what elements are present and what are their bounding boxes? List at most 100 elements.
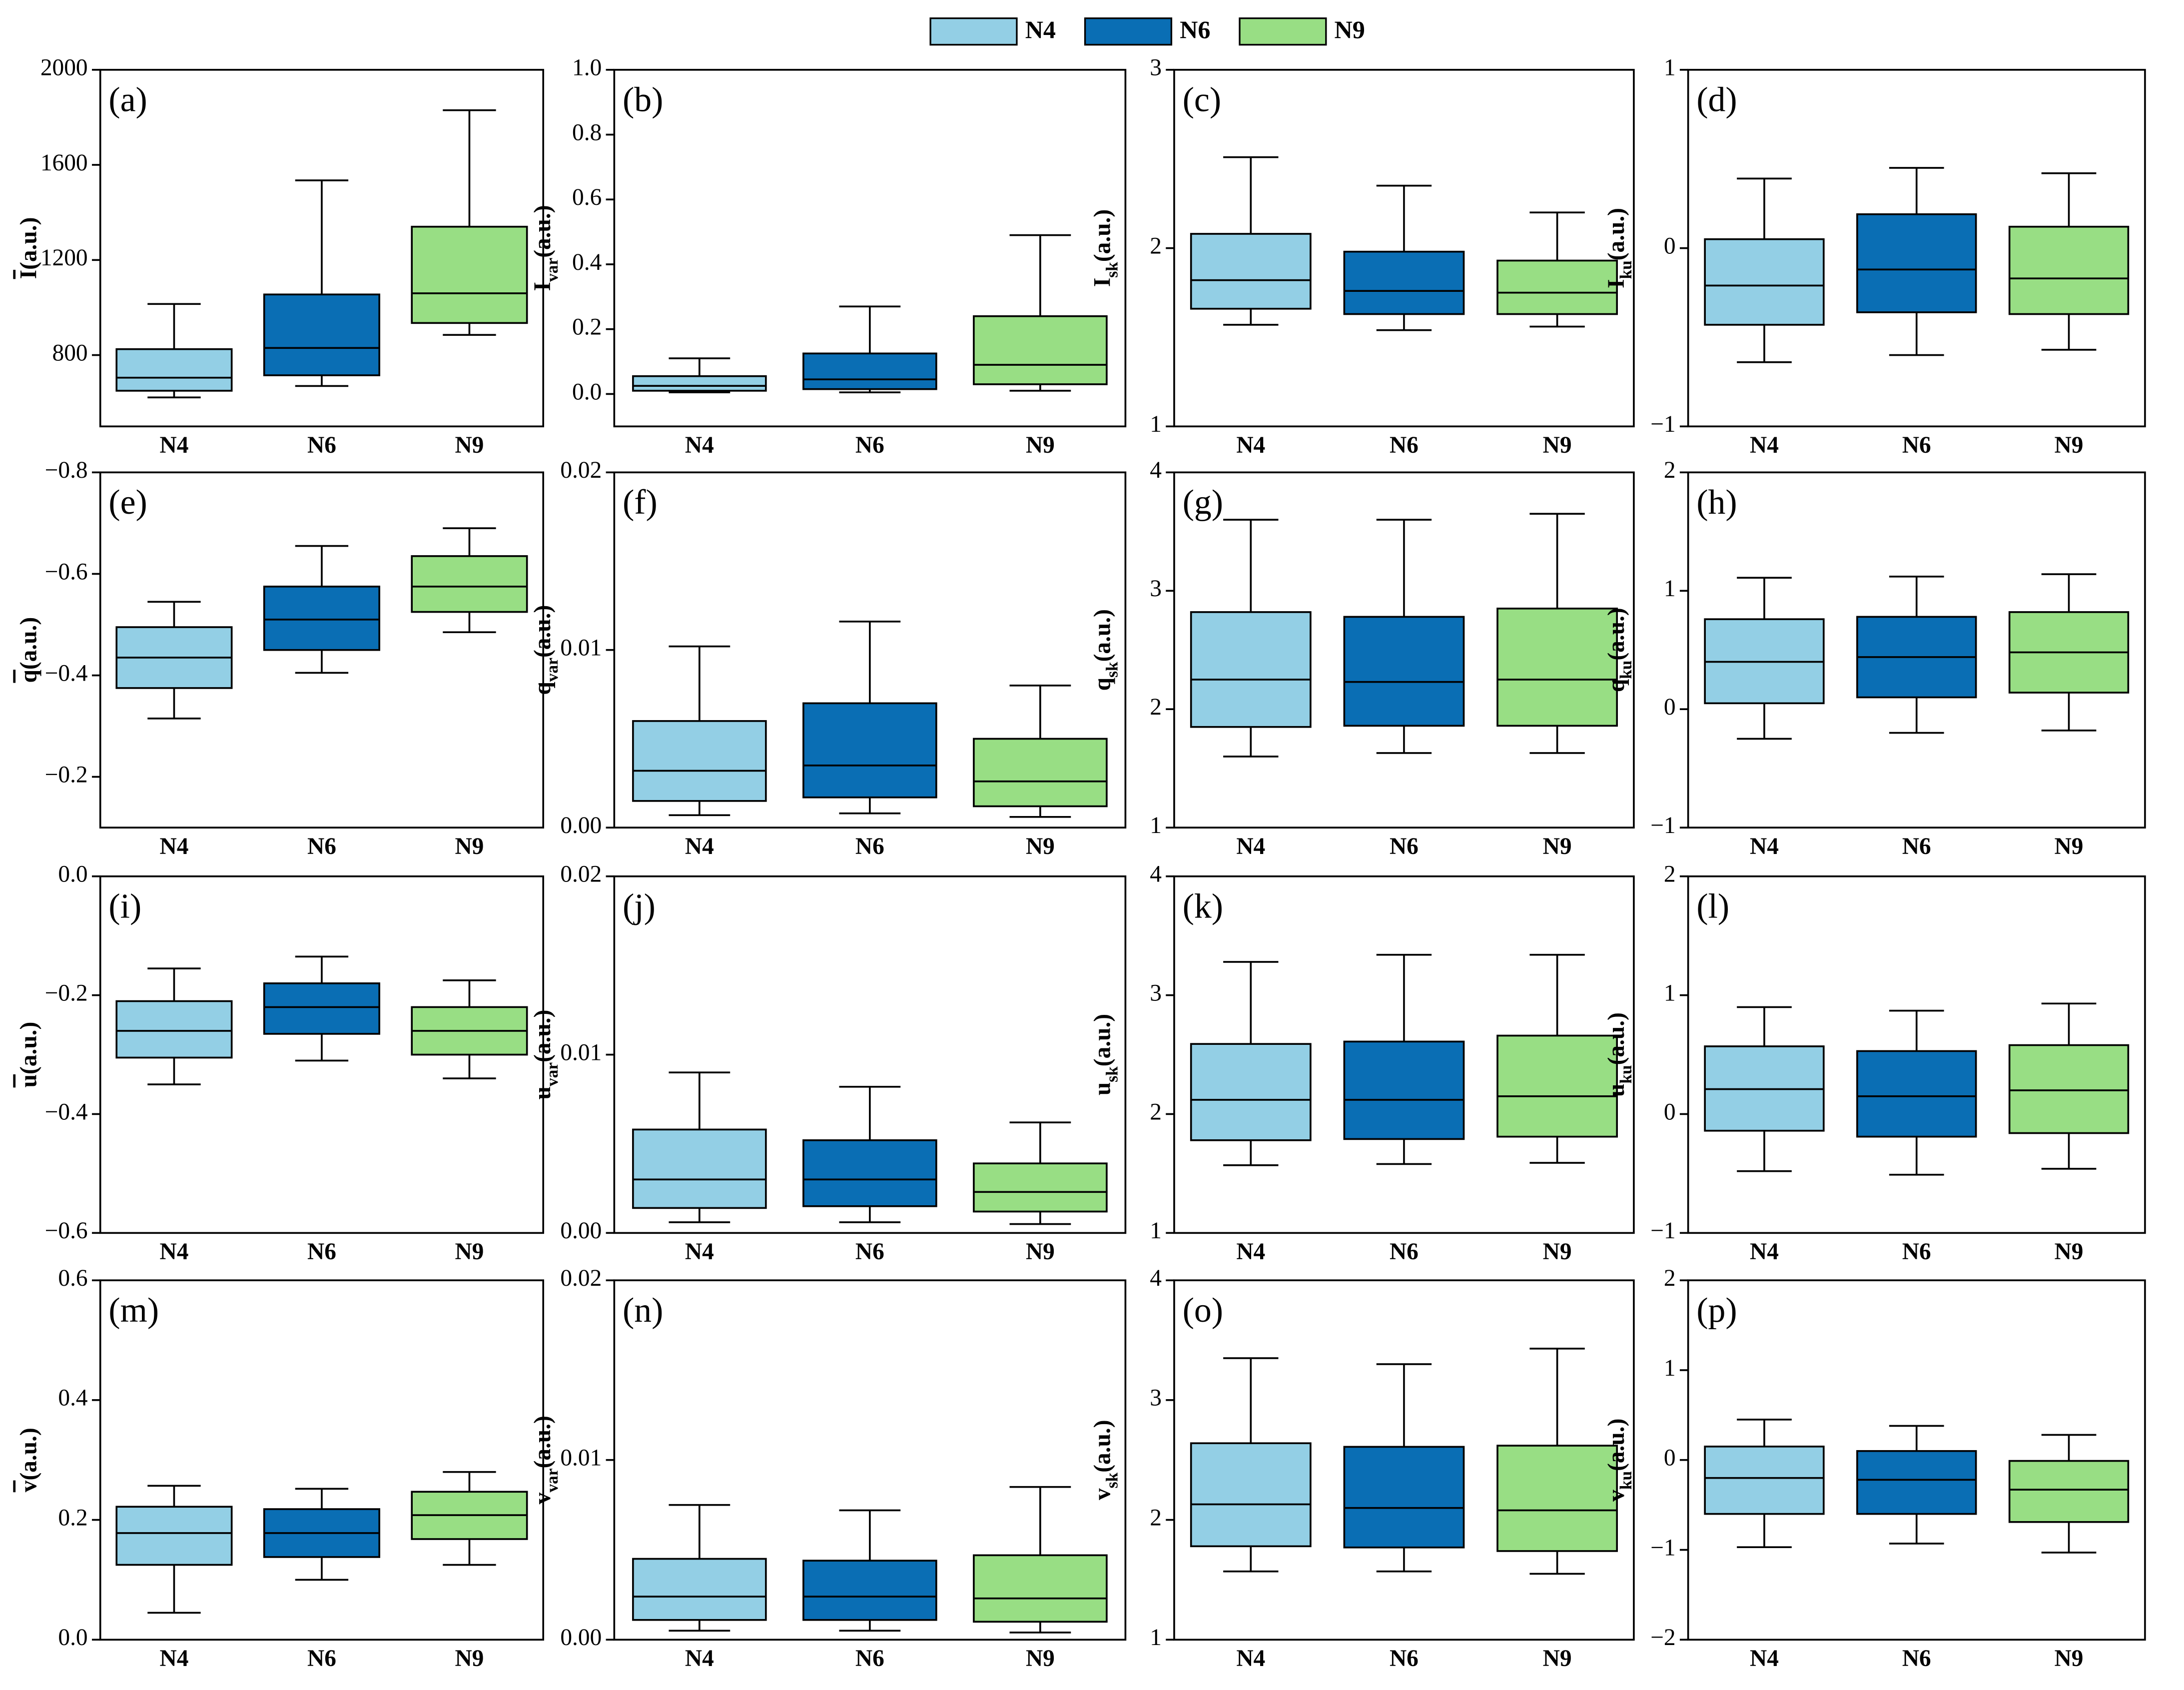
- box: [632, 720, 767, 802]
- box: [263, 585, 380, 651]
- y-tick-label: −1: [1650, 411, 1675, 437]
- box: [1343, 616, 1465, 727]
- y-label-symbol: q: [15, 670, 41, 683]
- y-label-sub: var: [543, 1468, 562, 1492]
- plot-frame: [1687, 471, 2146, 829]
- y-tick-label: 0.01: [560, 1039, 602, 1065]
- y-tick-label: 1600: [40, 150, 88, 176]
- plot-frame: [1173, 471, 1635, 829]
- x-tick-label: N9: [1543, 1239, 1572, 1265]
- y-tick-label: 1.0: [572, 55, 602, 81]
- y-tick-label: 0.8: [572, 119, 602, 145]
- box: [1190, 233, 1312, 310]
- box: [1496, 1034, 1618, 1138]
- y-tick-label: 2: [1150, 233, 1162, 259]
- panel-label: (m): [108, 1291, 159, 1330]
- y-label-unit: (a.u.): [1603, 208, 1629, 260]
- y-tick-label: 1: [1664, 1355, 1676, 1381]
- y-tick-label: 0.01: [560, 635, 602, 661]
- box: [1856, 213, 1977, 313]
- x-tick-label: N9: [455, 1646, 484, 1672]
- panel: 800 1200 1600 2000 (a) I(a.u.) N4 N6 N9: [15, 55, 544, 458]
- y-axis-label: Iku(a.u.): [1603, 208, 1635, 288]
- box: [632, 375, 767, 392]
- x-tick-label: N9: [2055, 1646, 2084, 1672]
- legend-swatch: [1239, 17, 1327, 46]
- box: [115, 1506, 233, 1566]
- y-label-unit: (a.u.): [1089, 1420, 1115, 1472]
- y-tick-label: 4: [1150, 457, 1162, 483]
- y-axis-label: uvar(a.u.): [530, 1010, 562, 1100]
- y-axis-label: usk(a.u.): [1089, 1014, 1121, 1095]
- x-tick-label: N4: [1750, 1646, 1779, 1672]
- panel-label: (h): [1696, 483, 1737, 522]
- x-tick-label: N4: [1236, 1239, 1265, 1265]
- y-tick-label: 1: [1150, 1625, 1162, 1651]
- x-tick-label: N9: [1543, 834, 1572, 859]
- panel: 0.000.010.02(n)vvar(a.u.)N4 N6 N9: [530, 1265, 1127, 1672]
- y-tick-label: −0.2: [45, 762, 88, 788]
- box: [1190, 1442, 1312, 1548]
- y-label-sub: ku: [1617, 260, 1635, 279]
- legend-label: N9: [1335, 15, 1365, 43]
- y-tick-label: −0.2: [45, 980, 88, 1006]
- x-tick-label: N9: [1543, 432, 1572, 458]
- y-axis-label: v(a.u.): [15, 1428, 41, 1492]
- y-tick-label: 1: [1150, 411, 1162, 437]
- y-axis-label: Ivar(a.u.): [530, 205, 562, 291]
- plot-frame: [1173, 875, 1635, 1234]
- box: [802, 352, 937, 390]
- y-tick-label: 0.02: [560, 1265, 602, 1291]
- y-tick-label: −0.6: [45, 1218, 88, 1244]
- y-label-symbol: I: [530, 282, 556, 291]
- box: [1496, 259, 1618, 315]
- x-tick-label: N6: [1390, 834, 1419, 859]
- y-label-symbol: I: [15, 270, 41, 279]
- y-tick-label: 0.00: [560, 1218, 602, 1244]
- y-tick-label: 0.2: [58, 1505, 87, 1531]
- box: [263, 982, 380, 1035]
- plot-frame: [613, 68, 1127, 428]
- y-tick-label: 0.0: [58, 861, 87, 887]
- y-tick-label: 0.2: [572, 314, 602, 340]
- plot-frame: [1173, 1279, 1635, 1641]
- y-tick-label: 0: [1664, 233, 1676, 259]
- panel: −1 0 1 2 (l) uku(a.u.) N4 N6 N9: [1603, 861, 2146, 1265]
- y-tick-label: −1: [1650, 813, 1675, 839]
- y-label-symbol: q: [530, 682, 556, 695]
- y-label-sub: ku: [1617, 661, 1635, 679]
- panel-label: (i): [108, 887, 141, 926]
- box: [973, 1162, 1108, 1213]
- y-label-sub: var: [543, 658, 562, 682]
- y-tick-label: 0.02: [560, 457, 602, 483]
- y-axis-label: qsk(a.u.): [1089, 609, 1121, 691]
- y-axis-label: vku(a.u.): [1603, 1419, 1635, 1502]
- x-tick-label: N6: [855, 1646, 884, 1672]
- box: [1190, 1043, 1312, 1141]
- x-tick-label: N9: [455, 1239, 484, 1265]
- x-tick-label: N4: [160, 1646, 189, 1672]
- y-tick-label: 2: [1664, 861, 1676, 887]
- x-tick-label: N9: [2055, 1239, 2084, 1265]
- y-tick-label: −0.6: [45, 559, 88, 585]
- y-tick-label: 1: [1150, 1218, 1162, 1244]
- y-axis-label: u(a.u.): [15, 1022, 41, 1088]
- y-label-symbol: I: [1603, 279, 1629, 288]
- y-label-unit: (a.u.): [1603, 608, 1629, 660]
- panel-label: (p): [1696, 1291, 1737, 1330]
- box: [632, 1558, 767, 1621]
- y-tick-label: 2: [1664, 1265, 1676, 1291]
- y-tick-label: 0.0: [58, 1625, 87, 1651]
- y-label-sub: var: [543, 1062, 562, 1086]
- box: [632, 1128, 767, 1209]
- box: [1343, 250, 1465, 315]
- box: [973, 1554, 1108, 1623]
- y-label-unit: (a.u.): [15, 217, 41, 270]
- y-label-symbol: v: [530, 1492, 556, 1504]
- y-label-unit: (a.u.): [15, 1022, 41, 1074]
- y-label-unit: (a.u.): [1089, 1014, 1115, 1066]
- x-tick-label: N4: [685, 1646, 714, 1672]
- panel-label: (o): [1183, 1291, 1223, 1330]
